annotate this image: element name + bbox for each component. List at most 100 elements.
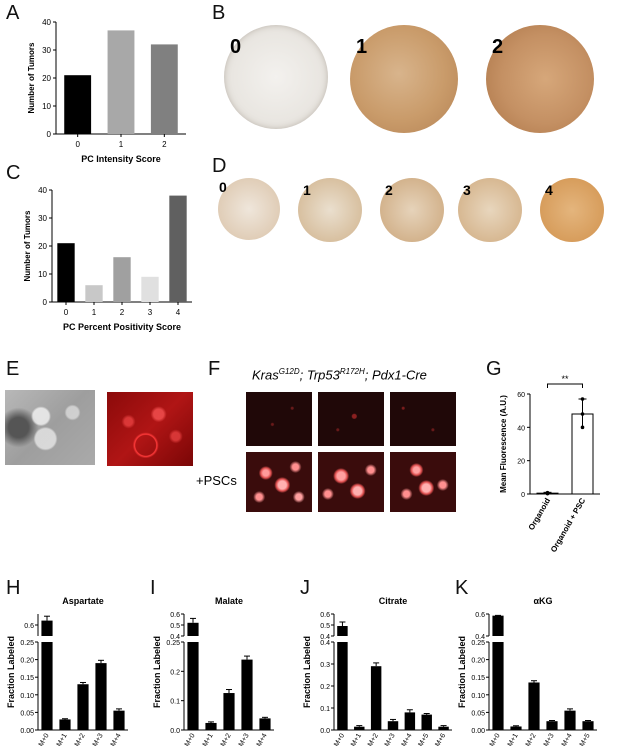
y-tick-label: 0.2 (320, 684, 330, 691)
x-tick-label: M+2 (74, 732, 87, 746)
panel-label-e: E (6, 358, 20, 380)
data-point (580, 412, 585, 416)
y-tick-label: 0.5 (320, 623, 330, 630)
chart-title: αKG (533, 596, 552, 606)
bar-M+4 (404, 712, 416, 730)
x-tick-label: M+2 (367, 732, 380, 746)
tma-score-b-0: 0 (230, 36, 242, 58)
y-tick-label: 30 (38, 214, 47, 223)
x-tick-label: M+3 (238, 732, 251, 746)
tma-core-d-0 (218, 178, 280, 240)
tma-core-b-1 (350, 25, 458, 133)
panel-label-a: A (6, 2, 20, 24)
y-tick-label: 0.10 (471, 693, 485, 700)
organoid-only-image-1 (246, 392, 312, 446)
bar-M+2 (223, 693, 235, 730)
significance-marker: ** (561, 374, 569, 384)
bar-M+0 (187, 642, 199, 730)
x-tick-label: M+2 (525, 732, 538, 746)
x-axis-title: PC Intensity Score (81, 154, 161, 164)
organoid-psc-image-3 (390, 452, 456, 512)
x-tick-label: M+3 (543, 732, 556, 746)
bar-M+6 (438, 726, 449, 730)
bar-M+0 (41, 642, 53, 730)
y-tick-label: 0.00 (20, 728, 34, 735)
tma-score-d-1: 1 (303, 182, 311, 198)
panel-label-c: C (6, 162, 21, 184)
y-tick-label: 0.20 (20, 658, 34, 665)
tma-score-b-2: 2 (492, 36, 504, 58)
x-tick-label: 3 (148, 308, 153, 317)
x-tick-label: 4 (176, 308, 181, 317)
y-tick-label: 0.0 (320, 728, 330, 735)
y-tick-label: 0.10 (20, 693, 34, 700)
x-tick-label: M+3 (92, 732, 105, 746)
bar-M+1 (354, 726, 365, 730)
bar-M+1 (205, 722, 217, 730)
bar-M+1 (510, 726, 522, 730)
bar-M+1 (59, 719, 71, 730)
x-tick-label: 2 (120, 308, 125, 317)
panel-label-h: H (6, 577, 21, 599)
tma-score-d-0: 0 (219, 179, 227, 195)
bar-1 (107, 30, 135, 134)
y-tick-label: 30 (42, 46, 51, 55)
bar-0 (64, 75, 92, 134)
bar-upper-M+0 (41, 620, 53, 636)
x-tick-label: M+1 (507, 732, 520, 746)
y-tick-label: 0.6 (170, 612, 180, 619)
bar-upper-M+0 (492, 615, 504, 636)
x-axis-title: PC Percent Positivity Score (63, 322, 181, 332)
y-tick-label: 0.1 (170, 699, 180, 706)
y-tick-label: 40 (42, 18, 51, 27)
x-tick-label: M+3 (384, 732, 397, 746)
bar-M+2 (370, 666, 382, 730)
tma-core-d-3 (458, 178, 522, 242)
y-tick-label: 0.20 (471, 658, 485, 665)
y-tick-label: 20 (42, 74, 51, 83)
panel-label-g: G (486, 358, 502, 380)
chart-h-aspartate: Aspartate 0.00 0.05 0.10 0.15 0.20 0.25 0.6 M+0 M… (6, 596, 128, 746)
x-tick-label: Organoid + PSC (549, 496, 587, 554)
tma-core-d-2 (380, 178, 444, 242)
tma-core-d-4 (540, 178, 604, 242)
bar-M+3 (546, 721, 558, 730)
x-tick-label: M+6 (434, 732, 447, 746)
organoid-only-image-2 (318, 392, 384, 446)
y-tick-label: 0.6 (475, 612, 485, 619)
tma-core-b-0 (224, 25, 328, 129)
y-tick-label: 0.1 (320, 706, 330, 713)
y-tick-label: 20 (38, 242, 47, 251)
chart-i-malate: Malate 0.0 0.1 0.2 0.250.4 0.5 0.6 M+0 M+1 M+2 M+3… (152, 596, 274, 746)
panel-label-b: B (212, 2, 226, 24)
y-tick-label: 0.4 (320, 640, 330, 647)
panel-label-f: F (208, 358, 221, 380)
bar-upper-M+0 (337, 626, 348, 636)
tma-core-b-2 (486, 25, 594, 133)
bar-1 (85, 285, 103, 302)
x-tick-label: M+4 (561, 732, 574, 746)
x-tick-label: 2 (162, 140, 167, 149)
x-tick-label: 1 (92, 308, 97, 317)
chart-title: Citrate (379, 596, 408, 606)
y-axis-title: Fraction Labeled (457, 636, 467, 708)
bar-M+4 (259, 718, 271, 730)
organoid-only-image-3 (390, 392, 456, 446)
y-tick-label: 0.6 (24, 623, 34, 630)
organoid-psc-image-1 (246, 452, 312, 512)
bar-M+3 (241, 659, 253, 730)
chart-k-akg: αKG 0.00 0.05 0.10 0.15 0.20 0.250.4 0.6 M+0 M+1 M… (457, 596, 597, 746)
bar-M+2 (77, 684, 89, 730)
y-tick-label: 0.0 (170, 728, 180, 735)
y-tick-label: 10 (42, 102, 51, 111)
y-tick-label: 40 (517, 425, 525, 432)
tma-score-d-4: 4 (545, 182, 553, 198)
significance-bracket (547, 383, 583, 388)
y-axis-title: Number of Tumors (27, 42, 36, 114)
x-tick-label: M+4 (110, 732, 123, 746)
bar-2 (150, 44, 178, 134)
y-tick-label: 0.5 (170, 623, 180, 630)
bar-M+0 (492, 642, 504, 730)
data-point (580, 397, 585, 401)
tma-score-b-1: 1 (356, 36, 368, 58)
